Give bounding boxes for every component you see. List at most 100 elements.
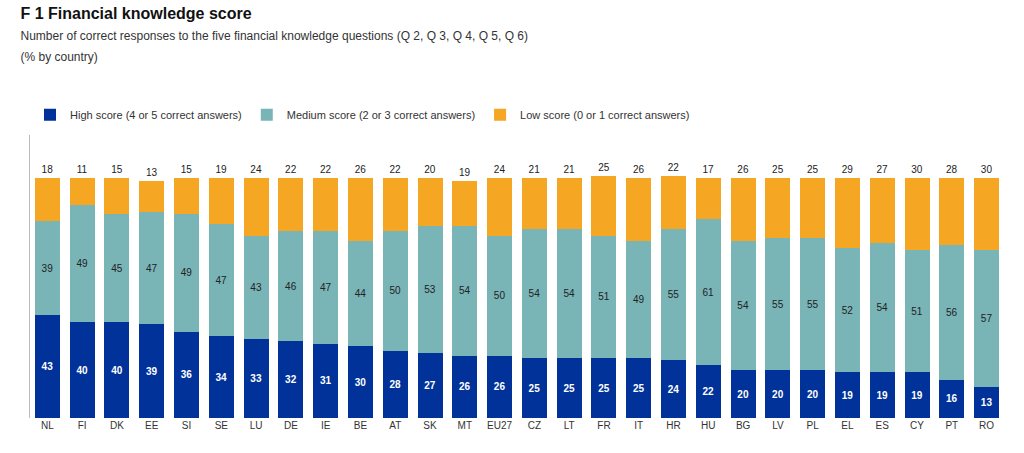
svg-text:25: 25 — [772, 164, 784, 175]
svg-text:55: 55 — [668, 289, 680, 300]
svg-text:25: 25 — [598, 383, 610, 394]
svg-text:24: 24 — [668, 384, 680, 395]
svg-text:CZ: CZ — [528, 420, 541, 431]
svg-text:15: 15 — [111, 164, 123, 175]
svg-text:ES: ES — [876, 420, 890, 431]
svg-text:54: 54 — [737, 300, 749, 311]
svg-text:47: 47 — [320, 282, 332, 293]
svg-text:56: 56 — [946, 307, 958, 318]
svg-text:25: 25 — [529, 383, 541, 394]
svg-text:54: 54 — [529, 288, 541, 299]
svg-text:Medium score (2 or 3 correct a: Medium score (2 or 3 correct answers) — [287, 109, 475, 121]
svg-text:40: 40 — [76, 365, 88, 376]
svg-text:52: 52 — [842, 305, 854, 316]
svg-text:LU: LU — [250, 420, 263, 431]
svg-text:25: 25 — [807, 164, 819, 175]
svg-text:25: 25 — [598, 162, 610, 173]
svg-text:49: 49 — [76, 258, 88, 269]
svg-text:19: 19 — [216, 164, 228, 175]
svg-text:Low score (0 or 1 correct answ: Low score (0 or 1 correct answers) — [520, 109, 689, 121]
svg-text:45: 45 — [111, 263, 123, 274]
svg-text:39: 39 — [146, 366, 158, 377]
svg-text:32: 32 — [285, 374, 297, 385]
svg-text:HR: HR — [666, 420, 680, 431]
svg-text:46: 46 — [285, 281, 297, 292]
svg-text:19: 19 — [459, 167, 471, 178]
svg-text:DE: DE — [284, 420, 298, 431]
svg-text:36: 36 — [181, 369, 193, 380]
svg-text:CY: CY — [910, 420, 924, 431]
svg-text:25: 25 — [563, 383, 575, 394]
svg-text:High score (4 or 5 correct ans: High score (4 or 5 correct answers) — [70, 109, 242, 121]
svg-text:26: 26 — [494, 381, 506, 392]
svg-text:54: 54 — [563, 288, 575, 299]
svg-text:22: 22 — [703, 386, 715, 397]
svg-text:24: 24 — [494, 164, 506, 175]
svg-text:33: 33 — [250, 373, 262, 384]
svg-text:NL: NL — [41, 420, 54, 431]
svg-text:21: 21 — [529, 164, 541, 175]
svg-text:BE: BE — [354, 420, 368, 431]
svg-text:28: 28 — [389, 379, 401, 390]
svg-text:22: 22 — [668, 162, 680, 173]
svg-text:22: 22 — [389, 164, 401, 175]
svg-text:FR: FR — [597, 420, 610, 431]
svg-text:SE: SE — [215, 420, 229, 431]
svg-text:51: 51 — [911, 306, 923, 317]
svg-text:13: 13 — [146, 167, 158, 178]
svg-text:24: 24 — [250, 164, 262, 175]
svg-text:18: 18 — [42, 164, 54, 175]
svg-text:27: 27 — [424, 380, 436, 391]
svg-text:19: 19 — [911, 390, 923, 401]
svg-text:22: 22 — [320, 164, 332, 175]
svg-text:57: 57 — [981, 313, 993, 324]
svg-text:SI: SI — [182, 420, 191, 431]
svg-text:53: 53 — [424, 284, 436, 295]
svg-text:SK: SK — [423, 420, 437, 431]
svg-text:20: 20 — [424, 164, 436, 175]
svg-text:19: 19 — [876, 390, 888, 401]
svg-text:19: 19 — [842, 390, 854, 401]
svg-text:55: 55 — [772, 299, 784, 310]
svg-text:11: 11 — [77, 164, 88, 175]
svg-text:HU: HU — [701, 420, 715, 431]
svg-text:DK: DK — [110, 420, 124, 431]
svg-text:27: 27 — [876, 164, 888, 175]
svg-text:16: 16 — [946, 393, 958, 404]
svg-text:40: 40 — [111, 365, 123, 376]
svg-text:43: 43 — [42, 361, 54, 372]
svg-text:50: 50 — [389, 285, 401, 296]
svg-text:13: 13 — [981, 397, 993, 408]
svg-text:47: 47 — [146, 263, 158, 274]
svg-text:25: 25 — [633, 383, 645, 394]
svg-text:49: 49 — [181, 267, 193, 278]
svg-text:39: 39 — [42, 263, 54, 274]
svg-text:61: 61 — [703, 287, 715, 298]
svg-text:EL: EL — [841, 420, 854, 431]
svg-text:44: 44 — [355, 288, 367, 299]
svg-text:50: 50 — [494, 290, 506, 301]
svg-text:20: 20 — [737, 389, 749, 400]
svg-text:51: 51 — [598, 291, 610, 302]
svg-text:FI: FI — [78, 420, 87, 431]
svg-text:EE: EE — [145, 420, 159, 431]
svg-text:BG: BG — [736, 420, 751, 431]
svg-text:20: 20 — [807, 389, 819, 400]
svg-text:F 1 Financial knowledge scoreN: F 1 Financial knowledge scoreNumber of c… — [20, 5, 528, 64]
svg-text:54: 54 — [459, 285, 471, 296]
svg-text:30: 30 — [911, 164, 923, 175]
svg-text:31: 31 — [320, 375, 332, 386]
svg-text:26: 26 — [355, 164, 367, 175]
svg-text:LV: LV — [772, 420, 784, 431]
svg-text:EU27: EU27 — [487, 420, 512, 431]
svg-text:55: 55 — [807, 299, 819, 310]
svg-text:21: 21 — [563, 164, 575, 175]
svg-text:26: 26 — [737, 164, 749, 175]
svg-text:29: 29 — [842, 164, 854, 175]
svg-text:34: 34 — [216, 372, 228, 383]
svg-text:26: 26 — [633, 164, 645, 175]
svg-text:20: 20 — [772, 389, 784, 400]
svg-text:30: 30 — [981, 164, 993, 175]
svg-text:47: 47 — [216, 275, 228, 286]
svg-text:30: 30 — [355, 377, 367, 388]
